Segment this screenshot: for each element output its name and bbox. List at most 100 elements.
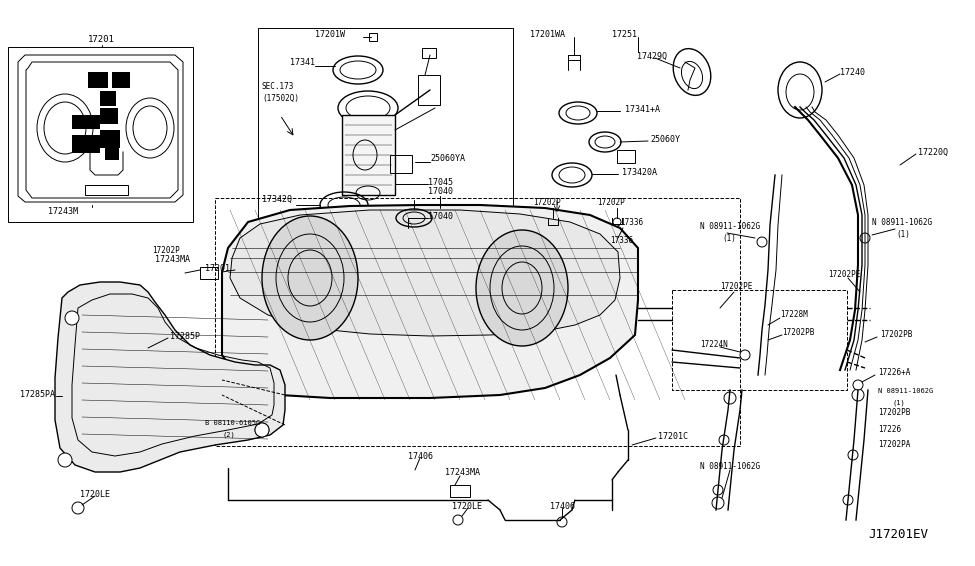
Text: 17342Q: 17342Q [262, 195, 292, 204]
Bar [390, 155, 412, 173]
Text: 17202PB: 17202PB [878, 408, 911, 417]
Text: 17336: 17336 [620, 218, 644, 227]
Text: 17251: 17251 [612, 30, 637, 39]
Text: 17341+A: 17341+A [625, 105, 660, 114]
Text: 17040: 17040 [428, 212, 453, 221]
Text: 17285PA: 17285PA [20, 390, 55, 399]
Bar [88, 72, 108, 88]
Circle shape [724, 392, 736, 404]
Text: 17202P: 17202P [152, 246, 179, 255]
Text: 17201: 17201 [205, 264, 230, 273]
Polygon shape [230, 210, 620, 336]
Text: 17243M: 17243M [48, 207, 78, 216]
Text: 17406: 17406 [550, 502, 575, 511]
Bar [8, 47, 193, 222]
Circle shape [843, 495, 853, 505]
Text: (1): (1) [892, 400, 905, 406]
Bar [105, 148, 119, 160]
Polygon shape [55, 282, 285, 472]
Text: 17341: 17341 [290, 58, 315, 67]
Text: N 08911-1062G: N 08911-1062G [700, 222, 760, 231]
Bar [215, 198, 740, 446]
Text: N 08911-1062G: N 08911-1062G [872, 218, 932, 227]
Text: 17201WA: 17201WA [530, 30, 565, 39]
Bar [422, 48, 436, 58]
Text: 17202PB: 17202PB [880, 330, 913, 339]
Bar [84, 115, 100, 129]
Text: 17202PE: 17202PE [720, 282, 753, 291]
Circle shape [255, 423, 269, 437]
Ellipse shape [476, 230, 568, 346]
Bar [100, 108, 118, 124]
Bar [418, 75, 440, 105]
Bar [84, 135, 100, 153]
Text: (1): (1) [722, 234, 736, 243]
Text: 17220Q: 17220Q [918, 148, 948, 157]
Circle shape [72, 502, 84, 514]
Text: 173420A: 173420A [622, 168, 657, 177]
Text: 17040: 17040 [428, 187, 453, 196]
Bar [112, 72, 130, 88]
Circle shape [719, 435, 729, 445]
Text: 17201C: 17201C [658, 432, 688, 441]
Circle shape [453, 515, 463, 525]
Text: 17243MA: 17243MA [155, 255, 190, 264]
Circle shape [65, 311, 79, 325]
Bar [672, 290, 847, 390]
Circle shape [58, 453, 72, 467]
Circle shape [848, 450, 858, 460]
Circle shape [757, 237, 767, 247]
Text: 25060Y: 25060Y [650, 135, 680, 144]
Text: 1720LE: 1720LE [80, 490, 110, 499]
Circle shape [255, 423, 269, 437]
Bar [100, 91, 116, 106]
Text: N 08911-1062G: N 08911-1062G [700, 462, 760, 471]
Text: 17202PA: 17202PA [878, 440, 911, 449]
Polygon shape [222, 205, 638, 398]
Text: 17201W: 17201W [315, 30, 345, 39]
Text: 17243MA: 17243MA [445, 468, 480, 477]
Circle shape [740, 350, 750, 360]
Ellipse shape [262, 216, 358, 340]
Text: 17336: 17336 [610, 236, 633, 245]
Bar [100, 130, 120, 148]
Text: B 08110-6105G: B 08110-6105G [205, 420, 260, 426]
Circle shape [613, 218, 621, 226]
Text: (1): (1) [896, 230, 910, 239]
Circle shape [860, 233, 870, 243]
Polygon shape [18, 55, 183, 202]
Text: N 08911-1062G: N 08911-1062G [878, 388, 933, 394]
Text: 17202P: 17202P [533, 198, 561, 207]
Text: 17224N: 17224N [700, 340, 727, 349]
Bar [450, 485, 470, 497]
Bar [258, 28, 513, 228]
Text: J17201EV: J17201EV [868, 528, 928, 541]
Text: 17406: 17406 [408, 452, 433, 461]
Bar [72, 135, 94, 153]
Circle shape [713, 485, 723, 495]
Text: 17285P: 17285P [170, 332, 200, 341]
Polygon shape [342, 115, 395, 195]
Bar [369, 33, 377, 41]
Circle shape [557, 517, 567, 527]
Text: 17202PB: 17202PB [782, 328, 814, 337]
Text: 17228M: 17228M [780, 310, 807, 319]
Text: 1720LE: 1720LE [452, 502, 482, 511]
Text: 17226: 17226 [878, 425, 901, 434]
Text: 17202P: 17202P [597, 198, 625, 207]
Bar [200, 267, 218, 279]
Text: 17045: 17045 [428, 178, 453, 187]
Circle shape [712, 497, 724, 509]
Text: 17226+A: 17226+A [878, 368, 911, 377]
Text: 25060YA: 25060YA [430, 154, 465, 163]
Bar [72, 115, 92, 129]
Text: SEC.173: SEC.173 [262, 82, 294, 91]
Text: 17202PE: 17202PE [828, 270, 860, 279]
Circle shape [852, 389, 864, 401]
Text: 17240: 17240 [840, 68, 865, 77]
Text: 17201: 17201 [88, 35, 115, 44]
Circle shape [853, 380, 863, 390]
Text: 17429Q: 17429Q [637, 52, 667, 61]
Text: (2): (2) [222, 432, 235, 439]
Bar [617, 150, 635, 163]
